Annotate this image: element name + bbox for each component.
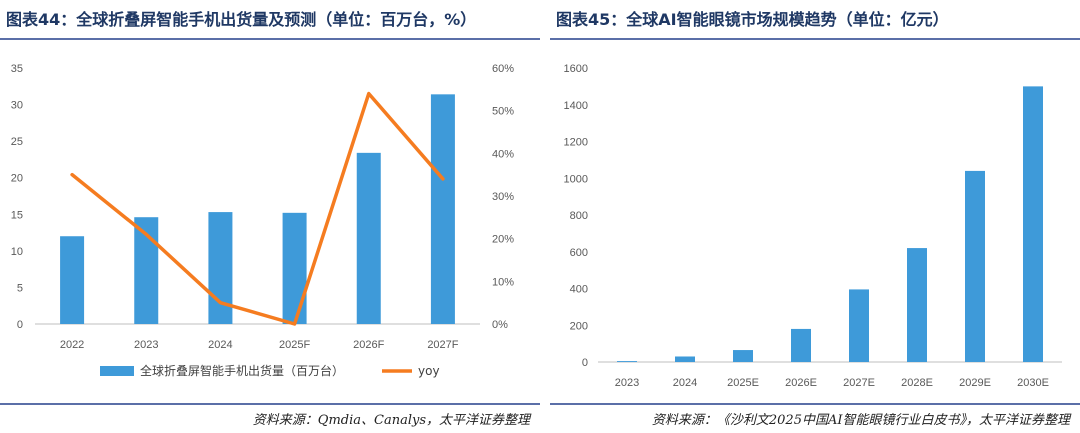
x-tick-label: 2025F [279,339,310,351]
y-tick-label-left: 20 [11,173,23,185]
bar [1023,86,1043,362]
y-tick-label-left: 15 [11,209,23,221]
legend-bar-swatch [100,366,134,376]
y-tick-label-left: 10 [11,246,23,258]
x-tick-label: 2027E [843,377,875,389]
right-chart-title: 图表45：全球AI智能眼镜市场规模趋势（单位：亿元） [556,10,949,29]
y-tick-label: 0 [582,357,588,369]
y-tick-label-left: 25 [11,136,23,148]
right-source: 资料来源：《沙利文2025中国AI智能眼镜行业白皮书》，太平洋证券整理 [651,413,1070,428]
y-tick-label-right: 30% [492,191,514,203]
bar [907,248,927,362]
bar [965,170,985,362]
x-tick-label: 2026F [353,339,384,351]
y-tick-label: 400 [570,284,588,296]
x-tick-label: 2028E [901,377,933,389]
y-tick-label-right: 50% [492,106,514,118]
left-chart-title: 图表44：全球折叠屏智能手机出货量及预测（单位：百万台，%） [6,10,477,29]
x-tick-label: 2022 [60,339,84,351]
y-tick-label-left: 5 [17,282,23,294]
y-tick-label-left: 0 [17,319,23,331]
bar [208,212,233,324]
bar [849,289,869,362]
bar [617,361,637,362]
x-tick-label: 2026E [785,377,817,389]
y-tick-label: 1400 [564,100,588,112]
bar [282,212,307,324]
y-tick-label-right: 20% [492,234,514,246]
bar [675,356,695,362]
left-panel: 图表44：全球折叠屏智能手机出货量及预测（单位：百万台，%） 0 5 10 15 20 2… [0,10,540,428]
bar [733,350,753,362]
y-tick-label-right: 40% [492,148,514,160]
bar [430,94,455,325]
x-tick-label: 2023 [134,339,158,351]
bar [791,328,811,362]
bar [60,236,85,324]
yoy-line [70,91,445,326]
left-source: 资料来源：Qmdia、Canalys，太平洋证券整理 [252,413,530,428]
y-tick-label-right: 0% [492,319,508,331]
x-tick-label: 2024 [673,377,697,389]
x-tick-label: 2023 [615,377,639,389]
y-tick-label: 1600 [564,63,588,75]
y-tick-label-right: 60% [492,63,514,75]
right-source-rule [550,403,1080,405]
legend-line-label: yoy [418,364,440,378]
left-chart: 0 5 10 15 20 25 30 35 0% 10% 20% 30% 40% 50% 60% 2022 20… [11,63,514,378]
x-tick-label: 2024 [208,339,232,351]
left-title-rule [0,38,540,40]
x-tick-label: 2025E [727,377,759,389]
x-tick-label: 2029E [959,377,991,389]
y-tick-label-left: 35 [11,63,23,75]
y-tick-label: 1200 [564,137,588,149]
y-tick-label-left: 30 [11,100,23,112]
y-tick-label: 600 [570,247,588,259]
y-tick-label: 200 [570,320,588,332]
legend-bar-label: 全球折叠屏智能手机出货量（百万台） [140,363,344,378]
right-title-rule [550,38,1080,40]
right-panel: 图表45：全球AI智能眼镜市场规模趋势（单位：亿元） 0 200 400 600 800… [550,0,1080,433]
x-tick-label: 2030E [1017,377,1049,389]
y-tick-label: 800 [570,210,588,222]
right-chart: 0 200 400 600 800 1000 1200 1400 1600 2023 2024 202… [564,63,1062,389]
y-tick-label-right: 10% [492,276,514,288]
x-tick-label: 2027F [427,339,458,351]
y-tick-label: 1000 [564,173,588,185]
bar [356,152,381,324]
left-source-rule [0,403,540,405]
